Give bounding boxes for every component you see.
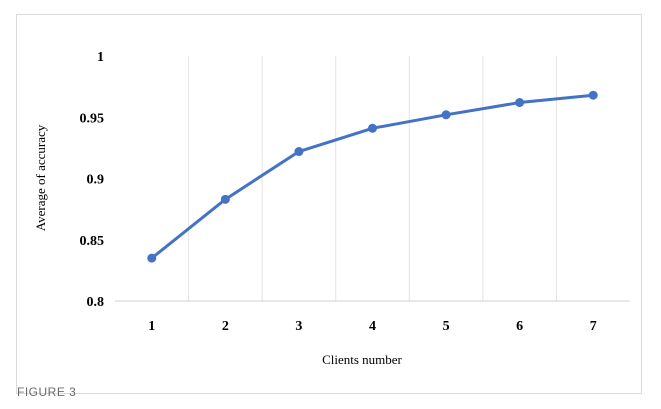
line-chart: 0.8 0.85 0.9 0.95 1 1 2 3 4 5 6 7 Clients number Av… (33, 50, 630, 367)
x-axis-title: Clients number (322, 352, 402, 367)
data-point (515, 98, 525, 108)
x-tick-label: 5 (443, 319, 450, 334)
y-axis-title: Average of accuracy (33, 124, 48, 231)
data-point (441, 110, 451, 120)
y-tick-label: 1 (97, 50, 104, 65)
x-tick-label: 6 (516, 319, 523, 334)
series-line (150, 93, 595, 260)
y-tick-label: 0.8 (87, 295, 105, 310)
data-point (588, 90, 598, 100)
figure-frame (16, 14, 642, 394)
label-layer: Clients number Average of accuracy (33, 124, 403, 367)
grid-layer (188, 56, 557, 301)
x-tick-label: 1 (148, 319, 155, 334)
data-point (147, 253, 157, 263)
data-point (368, 123, 377, 133)
x-tick-label: 3 (295, 319, 302, 334)
axis-layer: 0.8 0.85 0.9 0.95 1 1 2 3 4 5 6 7 (80, 50, 630, 334)
y-tick-label: 0.85 (80, 234, 105, 249)
data-point (294, 147, 304, 157)
x-tick-label: 4 (369, 319, 376, 334)
series-layer (147, 90, 598, 263)
data-point (220, 194, 230, 204)
x-tick-label: 2 (222, 319, 229, 334)
y-tick-label: 0.9 (87, 173, 105, 188)
x-tick-label: 7 (590, 319, 597, 334)
y-tick-label: 0.95 (80, 111, 105, 126)
figure-caption: FIGURE 3 (17, 385, 77, 399)
